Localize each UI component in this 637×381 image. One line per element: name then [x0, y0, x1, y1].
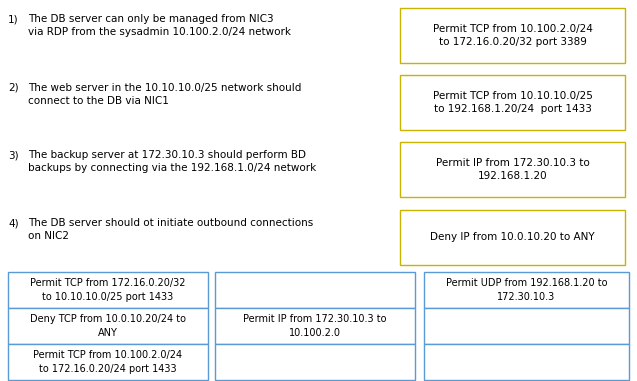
Text: 2): 2): [8, 83, 18, 93]
FancyBboxPatch shape: [8, 308, 208, 344]
Text: Permit TCP from 10.100.2.0/24
to 172.16.0.20/32 port 3389: Permit TCP from 10.100.2.0/24 to 172.16.…: [433, 24, 592, 47]
Text: 4): 4): [8, 218, 18, 228]
Text: Permit IP from 172.30.10.3 to
10.100.2.0: Permit IP from 172.30.10.3 to 10.100.2.0: [243, 314, 387, 338]
Text: Permit TCP from 10.100.2.0/24
to 172.16.0.20/24 port 1433: Permit TCP from 10.100.2.0/24 to 172.16.…: [33, 351, 183, 374]
Text: 3): 3): [8, 150, 18, 160]
FancyBboxPatch shape: [424, 344, 629, 380]
FancyBboxPatch shape: [400, 142, 625, 197]
FancyBboxPatch shape: [215, 272, 415, 308]
FancyBboxPatch shape: [400, 210, 625, 265]
Text: Permit TCP from 10.10.10.0/25
to 192.168.1.20/24  port 1433: Permit TCP from 10.10.10.0/25 to 192.168…: [433, 91, 592, 114]
FancyBboxPatch shape: [8, 344, 208, 380]
FancyBboxPatch shape: [215, 308, 415, 344]
FancyBboxPatch shape: [8, 272, 208, 308]
Text: 1): 1): [8, 14, 18, 24]
FancyBboxPatch shape: [400, 8, 625, 63]
Text: The backup server at 172.30.10.3 should perform BD
backups by connecting via the: The backup server at 172.30.10.3 should …: [28, 150, 316, 173]
FancyBboxPatch shape: [400, 75, 625, 130]
Text: Permit UDP from 192.168.1.20 to
172.30.10.3: Permit UDP from 192.168.1.20 to 172.30.1…: [446, 279, 607, 302]
FancyBboxPatch shape: [424, 308, 629, 344]
Text: Permit TCP from 172.16.0.20/32
to 10.10.10.0/25 port 1433: Permit TCP from 172.16.0.20/32 to 10.10.…: [30, 279, 186, 302]
Text: The DB server can only be managed from NIC3
via RDP from the sysadmin 10.100.2.0: The DB server can only be managed from N…: [28, 14, 291, 37]
Text: The web server in the 10.10.10.0/25 network should
connect to the DB via NIC1: The web server in the 10.10.10.0/25 netw…: [28, 83, 301, 106]
Text: Permit IP from 172.30.10.3 to
192.168.1.20: Permit IP from 172.30.10.3 to 192.168.1.…: [436, 158, 589, 181]
Text: The DB server should ot initiate outbound connections
on NIC2: The DB server should ot initiate outboun…: [28, 218, 313, 241]
FancyBboxPatch shape: [424, 272, 629, 308]
Text: Deny TCP from 10.0.10.20/24 to
ANY: Deny TCP from 10.0.10.20/24 to ANY: [30, 314, 186, 338]
Text: Deny IP from 10.0.10.20 to ANY: Deny IP from 10.0.10.20 to ANY: [430, 232, 595, 242]
FancyBboxPatch shape: [215, 344, 415, 380]
